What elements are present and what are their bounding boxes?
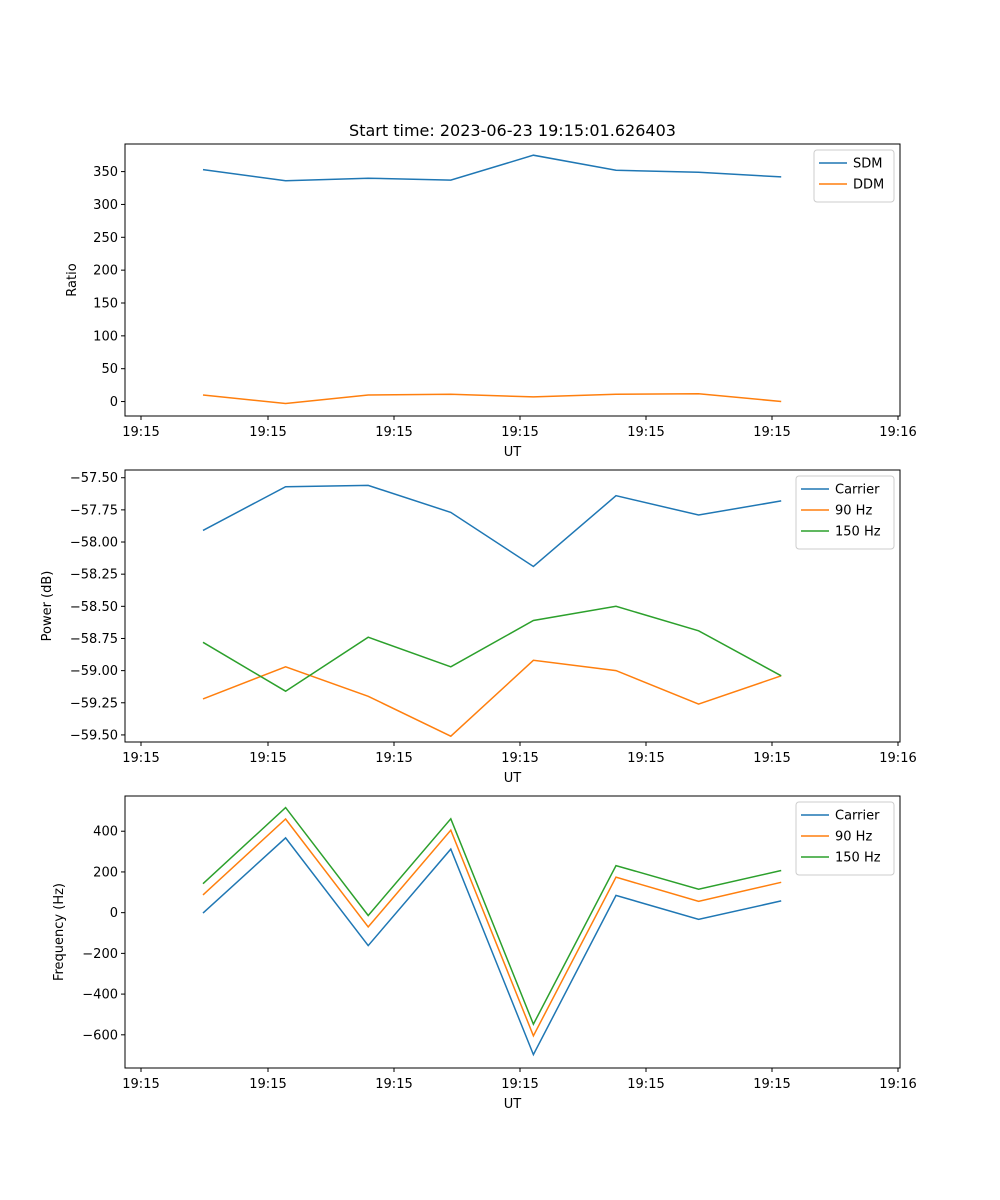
legend-label: SDM (853, 157, 882, 172)
y-tick-label: 200 (93, 865, 118, 880)
x-tick-label: 19:16 (879, 1077, 916, 1092)
y-tick-label: −58.25 (70, 568, 118, 583)
x-tick-label: 19:16 (879, 751, 916, 766)
y-tick-label: −200 (82, 947, 118, 962)
legend-label: 90 Hz (835, 830, 872, 845)
series-line-90-hz (202, 659, 782, 738)
x-axis-label: UT (504, 771, 522, 786)
x-tick-label: 19:15 (501, 751, 538, 766)
y-tick-label: −400 (82, 988, 118, 1003)
legend-label: 150 Hz (835, 525, 881, 540)
x-tick-label: 19:15 (627, 1077, 664, 1092)
chart-panel-1: 19:15 19:15 19:15 19:15 19:15 19:15 19:16 0 50 10… (65, 143, 917, 460)
x-tick-label: 19:15 (501, 425, 538, 440)
legend-label: 150 Hz (835, 851, 881, 866)
x-tick-label: 19:15 (249, 751, 286, 766)
legend-label: Carrier (835, 483, 880, 498)
legend-label: 90 Hz (835, 504, 872, 519)
series-line-ddm (202, 392, 782, 405)
x-tick-label: 19:15 (249, 1077, 286, 1092)
series-line-150-hz (202, 806, 782, 1026)
legend-label: Carrier (835, 809, 880, 824)
legend-label: DDM (853, 178, 884, 193)
x-tick-label: 19:16 (879, 425, 916, 440)
series-line-carrier (202, 484, 782, 568)
x-tick-label: 19:15 (627, 425, 664, 440)
y-tick-label: 300 (93, 198, 118, 213)
x-axis-label: UT (504, 1097, 522, 1112)
plot-frame (124, 143, 901, 417)
x-tick-label: 19:15 (122, 425, 159, 440)
x-tick-label: 19:15 (122, 751, 159, 766)
y-tick-label: −58.75 (70, 632, 118, 647)
y-axis-label: Power (dB) (40, 571, 55, 642)
y-axis-label: Frequency (Hz) (52, 883, 67, 981)
y-tick-label: −59.25 (70, 696, 118, 711)
series-line-90-hz (202, 817, 782, 1038)
y-tick-label: −600 (82, 1028, 118, 1043)
x-tick-label: 19:15 (375, 751, 412, 766)
y-tick-label: 400 (93, 825, 118, 840)
y-tick-label: −57.50 (70, 471, 118, 486)
y-tick-label: 250 (93, 231, 118, 246)
y-tick-label: −59.00 (70, 664, 118, 679)
series-line-sdm (202, 154, 782, 182)
chart-title: Start time: 2023-06-23 19:15:01.626403 (349, 121, 676, 140)
x-tick-label: 19:15 (753, 1077, 790, 1092)
series-line-150-hz (202, 605, 782, 693)
plot-frame (124, 795, 901, 1069)
x-tick-label: 19:15 (249, 425, 286, 440)
x-tick-label: 19:15 (501, 1077, 538, 1092)
legend: Carrier 90 Hz 150 Hz (795, 475, 895, 550)
x-tick-label: 19:15 (627, 751, 664, 766)
y-tick-label: 350 (93, 165, 118, 180)
y-tick-label: 50 (101, 362, 118, 377)
y-tick-label: 150 (93, 296, 118, 311)
legend: SDM DDM (813, 149, 895, 203)
y-tick-label: −58.00 (70, 536, 118, 551)
series-line-carrier (202, 836, 782, 1057)
chart-panel-2: 19:15 19:15 19:15 19:15 19:15 19:15 19:16 −59.5… (40, 469, 917, 786)
x-tick-label: 19:15 (122, 1077, 159, 1092)
y-tick-label: 0 (110, 395, 118, 410)
y-tick-label: −58.50 (70, 600, 118, 615)
y-tick-label: 200 (93, 264, 118, 279)
y-axis-label: Ratio (65, 263, 80, 296)
x-tick-label: 19:15 (375, 1077, 412, 1092)
x-tick-label: 19:15 (753, 425, 790, 440)
y-tick-label: −57.75 (70, 503, 118, 518)
legend: Carrier 90 Hz 150 Hz (795, 801, 895, 876)
y-tick-label: −59.50 (70, 728, 118, 743)
x-axis-label: UT (504, 445, 522, 460)
y-tick-label: 0 (110, 906, 118, 921)
x-tick-label: 19:15 (375, 425, 412, 440)
x-tick-label: 19:15 (753, 751, 790, 766)
y-tick-label: 100 (93, 329, 118, 344)
chart-panel-3: 19:15 19:15 19:15 19:15 19:15 19:15 19:16 −600 −… (52, 795, 917, 1112)
